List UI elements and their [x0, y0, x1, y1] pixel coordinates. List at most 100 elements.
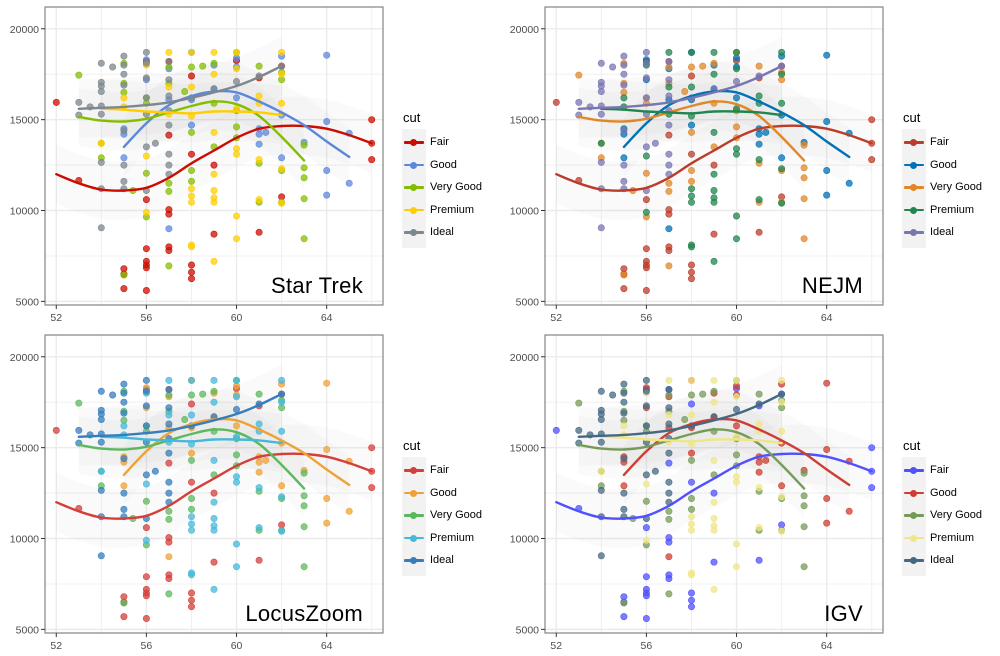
- data-point: [575, 426, 583, 434]
- data-point: [142, 480, 150, 488]
- data-point: [710, 398, 718, 406]
- legend-item-fair: Fair: [902, 131, 994, 154]
- data-point: [755, 62, 763, 70]
- data-point: [665, 459, 673, 467]
- data-point: [233, 406, 241, 414]
- data-point: [733, 540, 741, 548]
- data-point: [665, 538, 673, 546]
- data-point: [52, 426, 60, 434]
- data-point: [233, 376, 241, 384]
- legend-key-icon: [902, 199, 926, 221]
- data-point: [97, 387, 105, 395]
- data-point: [620, 94, 628, 102]
- data-point: [800, 523, 808, 531]
- legend-item-ideal: Ideal: [402, 221, 494, 244]
- data-point: [575, 98, 583, 106]
- data-point: [165, 150, 173, 158]
- legend-label: Very Good: [930, 181, 982, 194]
- data-point: [97, 110, 105, 118]
- data-point: [188, 495, 196, 503]
- data-point: [620, 482, 628, 490]
- smooth-line-fair: [55, 452, 373, 520]
- data-point: [609, 391, 617, 399]
- legend-title: cut: [403, 438, 421, 453]
- data-point: [300, 174, 308, 182]
- data-point: [575, 71, 583, 79]
- data-point: [323, 519, 331, 527]
- data-point: [665, 121, 673, 129]
- data-point: [665, 420, 673, 428]
- data-point: [642, 402, 650, 410]
- data-point: [710, 161, 718, 169]
- data-point: [597, 486, 605, 494]
- data-point: [823, 379, 831, 387]
- chart-svg: 52 56 60 64 5000 10000 15000 20000 LocusZoom: [10, 334, 384, 652]
- data-point: [210, 376, 218, 384]
- panel-title: LocusZoom: [245, 601, 363, 626]
- data-point: [142, 402, 150, 410]
- legend-item-good: Good: [902, 482, 994, 505]
- data-point: [688, 63, 696, 71]
- data-point: [597, 158, 605, 166]
- data-point: [688, 505, 696, 513]
- data-point: [255, 140, 263, 148]
- data-point: [210, 257, 218, 265]
- data-point: [665, 187, 673, 195]
- data-point: [142, 264, 150, 272]
- data-point: [278, 70, 286, 78]
- data-point: [323, 379, 331, 387]
- x-tick-label: 52: [50, 640, 62, 652]
- data-point: [620, 489, 628, 497]
- y-tick-label: 10000: [10, 534, 39, 546]
- data-point: [210, 187, 218, 195]
- data-point: [120, 409, 128, 417]
- data-point: [165, 489, 173, 497]
- data-point: [188, 391, 196, 399]
- data-point: [120, 455, 128, 463]
- data-point: [142, 422, 150, 430]
- data-point: [665, 376, 673, 384]
- data-point: [165, 376, 173, 384]
- data-point: [210, 387, 218, 395]
- data-point: [120, 489, 128, 497]
- data-point: [688, 449, 696, 457]
- data-point: [300, 235, 308, 243]
- data-point: [210, 161, 218, 169]
- data-point: [710, 515, 718, 523]
- legend-key-icon: [902, 482, 926, 504]
- y-tick-label: 20000: [510, 352, 539, 364]
- data-point: [142, 245, 150, 253]
- data-point: [233, 235, 241, 243]
- data-point: [142, 48, 150, 56]
- data-point: [868, 444, 876, 452]
- y-tick-label: 5000: [16, 296, 40, 308]
- data-point: [97, 59, 105, 67]
- data-point: [642, 143, 650, 151]
- data-point: [188, 167, 196, 175]
- smooth-line-premium: [600, 107, 783, 117]
- legend-key-icon: [902, 527, 926, 549]
- data-point: [688, 478, 696, 486]
- legend: cut Fair Good Very Good Premium Ideal: [902, 438, 994, 576]
- data-point: [699, 390, 707, 398]
- data-point: [665, 507, 673, 515]
- data-point: [778, 376, 786, 384]
- x-tick-label: 52: [50, 312, 62, 324]
- data-point: [210, 59, 218, 67]
- data-point: [688, 48, 696, 56]
- y-tick-label: 10000: [510, 534, 539, 546]
- legend-label: Ideal: [430, 554, 454, 567]
- data-point: [642, 94, 650, 102]
- data-point: [688, 603, 696, 611]
- data-point: [233, 150, 241, 158]
- data-point: [188, 513, 196, 521]
- data-point: [710, 526, 718, 534]
- legend-key-icon: [902, 154, 926, 176]
- data-point: [710, 456, 718, 464]
- data-point: [733, 94, 741, 102]
- data-point: [665, 590, 673, 598]
- legend-label: Fair: [430, 464, 449, 477]
- points-ideal: [75, 376, 286, 560]
- data-point: [142, 196, 150, 204]
- legend: cut Fair Good Very Good Premium Ideal: [402, 438, 494, 576]
